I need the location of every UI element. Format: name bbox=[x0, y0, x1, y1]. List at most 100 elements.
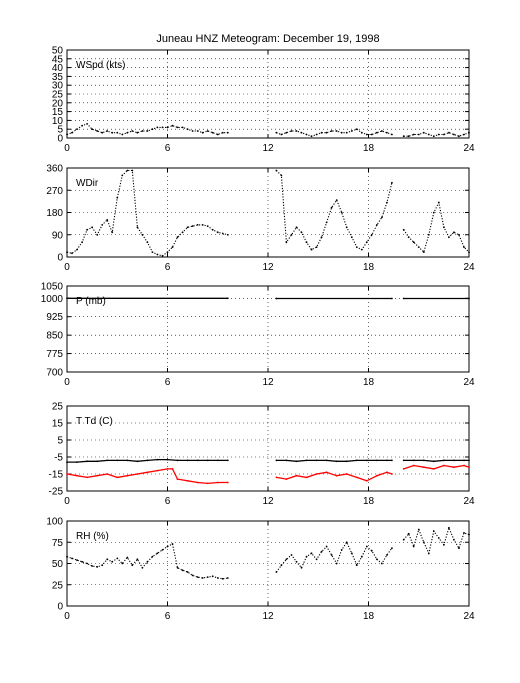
data-point bbox=[66, 555, 68, 558]
data-point bbox=[355, 476, 358, 479]
data-point bbox=[315, 473, 318, 475]
x-tick-label: 24 bbox=[463, 611, 475, 622]
data-point bbox=[136, 131, 139, 134]
x-tick-label: 24 bbox=[463, 377, 475, 388]
y-tick-label: 925 bbox=[46, 312, 63, 323]
panel-rh: 0 6 12 18 24 0 25 50 75 100 RH (%) bbox=[46, 517, 475, 623]
x-tick-label: 24 bbox=[463, 143, 475, 154]
data-point bbox=[463, 133, 465, 136]
data-point bbox=[166, 251, 169, 254]
x-tick-label: 12 bbox=[262, 611, 274, 622]
y-tick-label: 850 bbox=[46, 331, 63, 342]
data-point bbox=[427, 552, 430, 555]
y-tick-label: 180 bbox=[46, 208, 63, 219]
data-point bbox=[206, 459, 209, 462]
data-point bbox=[391, 473, 393, 475]
x-tick-label: 6 bbox=[165, 377, 171, 388]
data-point bbox=[126, 556, 129, 559]
data-point bbox=[126, 474, 129, 477]
series-rh-0-segment-0 bbox=[66, 543, 228, 580]
data-point bbox=[126, 459, 129, 462]
data-point bbox=[146, 471, 149, 474]
data-point bbox=[221, 232, 224, 235]
data-point bbox=[91, 565, 93, 567]
data-point bbox=[437, 133, 440, 136]
data-point bbox=[432, 530, 435, 533]
data-point bbox=[116, 459, 119, 462]
data-point bbox=[280, 174, 283, 177]
data-point bbox=[71, 557, 73, 560]
data-point bbox=[391, 133, 393, 136]
data-point bbox=[320, 550, 323, 553]
data-point bbox=[407, 532, 410, 535]
data-point bbox=[350, 236, 353, 239]
series-temp-0-segment-1 bbox=[276, 459, 392, 462]
data-point bbox=[116, 196, 119, 199]
data-point bbox=[91, 128, 93, 131]
data-point bbox=[285, 459, 288, 462]
data-point bbox=[407, 236, 410, 239]
data-point bbox=[295, 560, 298, 563]
x-tick-label: 12 bbox=[262, 377, 274, 388]
data-point bbox=[300, 566, 303, 569]
data-point bbox=[226, 577, 229, 579]
y-tick-label: 0 bbox=[57, 602, 63, 613]
data-point bbox=[285, 558, 288, 561]
data-point bbox=[280, 564, 283, 567]
y-tick-label: 25 bbox=[52, 402, 64, 413]
y-tick-label: 35 bbox=[52, 72, 64, 83]
x-tick-label: 18 bbox=[363, 377, 375, 388]
data-point bbox=[458, 233, 460, 236]
data-point bbox=[417, 528, 420, 531]
data-point bbox=[305, 476, 308, 479]
data-point bbox=[186, 128, 189, 131]
data-point bbox=[211, 131, 214, 134]
data-point bbox=[226, 233, 229, 236]
data-point bbox=[86, 123, 88, 125]
data-point bbox=[126, 169, 129, 172]
data-point bbox=[453, 459, 455, 462]
y-tick-label: 15 bbox=[52, 107, 64, 118]
data-point bbox=[206, 576, 209, 578]
panel-label: T Td (C) bbox=[76, 416, 113, 427]
data-point bbox=[96, 460, 99, 463]
data-point bbox=[176, 126, 179, 129]
data-point bbox=[463, 459, 465, 462]
data-point bbox=[305, 133, 308, 136]
data-point bbox=[432, 468, 435, 470]
data-point bbox=[201, 224, 204, 226]
data-point bbox=[391, 547, 393, 550]
data-point bbox=[412, 545, 415, 548]
data-point bbox=[422, 541, 425, 544]
x-tick-label: 24 bbox=[463, 262, 475, 273]
data-point bbox=[330, 130, 333, 132]
data-point bbox=[221, 577, 224, 580]
data-point bbox=[402, 459, 405, 462]
data-point bbox=[101, 564, 104, 567]
data-point bbox=[156, 253, 159, 256]
data-point bbox=[458, 135, 460, 138]
data-point bbox=[106, 473, 109, 475]
data-point bbox=[151, 555, 154, 558]
data-point bbox=[141, 566, 144, 569]
y-tick-label: -5 bbox=[54, 453, 63, 464]
data-point bbox=[275, 571, 278, 573]
data-point bbox=[335, 130, 338, 132]
data-point bbox=[121, 133, 124, 136]
data-point bbox=[186, 479, 189, 482]
data-point bbox=[66, 251, 68, 254]
data-point bbox=[370, 549, 373, 552]
data-point bbox=[216, 577, 219, 579]
data-point bbox=[146, 560, 149, 563]
data-point bbox=[91, 226, 93, 229]
data-point bbox=[166, 545, 169, 548]
data-point bbox=[370, 133, 373, 136]
data-point bbox=[275, 459, 278, 462]
data-point bbox=[191, 225, 194, 228]
data-point bbox=[186, 459, 189, 462]
data-point bbox=[305, 241, 308, 244]
data-point bbox=[226, 481, 229, 484]
series-wdir-0-segment-2 bbox=[403, 200, 470, 254]
data-point bbox=[402, 538, 405, 541]
data-point bbox=[345, 226, 348, 229]
